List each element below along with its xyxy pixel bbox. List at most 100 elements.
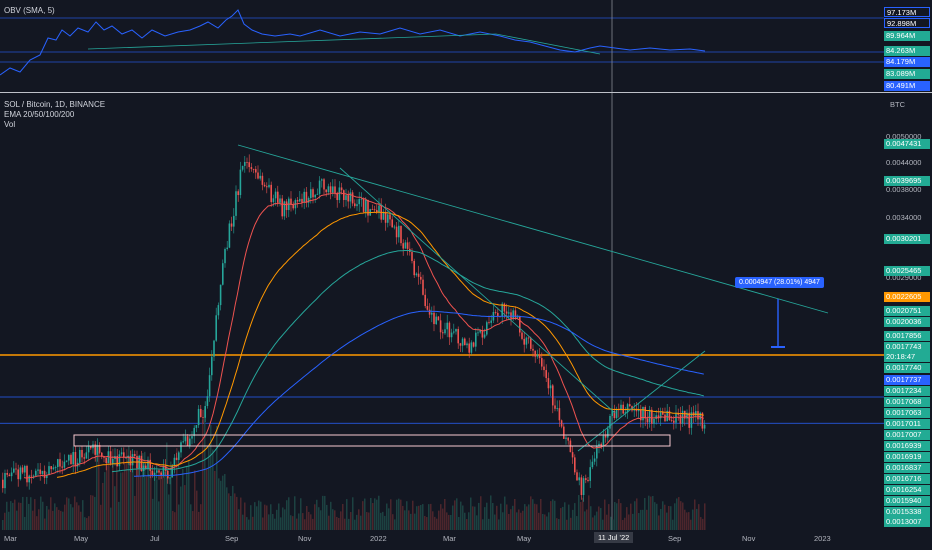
candle-body (607, 428, 609, 438)
candle-body (578, 477, 580, 481)
candle-body (426, 306, 429, 310)
volume-bar (54, 503, 56, 530)
obv-plot[interactable] (0, 0, 932, 92)
volume-bar (90, 495, 92, 530)
volume-bar (172, 510, 174, 530)
volume-bar (590, 506, 592, 530)
obv-price-tag: 84.263M (884, 46, 930, 56)
volume-bar (418, 505, 420, 530)
time-axis[interactable] (0, 530, 932, 550)
candle-body (193, 427, 195, 437)
volume-bar (318, 507, 320, 530)
volume-bar (486, 502, 488, 530)
price-tag: 0.0017007 (884, 430, 930, 440)
candle-body (151, 470, 154, 476)
volume-bar (664, 504, 666, 530)
candle-body (338, 187, 341, 201)
candle-body (195, 425, 198, 428)
candle-body (510, 312, 512, 319)
volume-bar (370, 497, 372, 530)
candle-body (593, 458, 596, 462)
volume-bar (80, 511, 82, 530)
candle-body (422, 279, 424, 295)
candle-body (457, 329, 459, 344)
volume-bar (632, 513, 634, 530)
candle-body (633, 409, 635, 411)
candle-body (224, 249, 226, 264)
volume-bar (682, 502, 684, 530)
candle-body (519, 316, 521, 333)
candle-body (48, 466, 50, 476)
price-plot[interactable] (0, 93, 932, 530)
candle-body (536, 354, 539, 357)
candle-body (567, 437, 569, 441)
volume-bar (290, 515, 292, 530)
volume-bar (120, 472, 122, 530)
volume-bar (94, 496, 96, 530)
volume-bar (208, 444, 210, 530)
volume-bar (308, 511, 310, 530)
candle-body (549, 385, 552, 389)
candle-body (565, 437, 567, 439)
volume-bar (316, 499, 318, 530)
candle-body (398, 225, 400, 238)
volume-bar (92, 495, 94, 530)
candle-body (446, 322, 448, 330)
candle-body (459, 343, 462, 346)
volume-bar (264, 504, 266, 530)
volume-bar (222, 475, 224, 530)
candle-body (158, 470, 160, 473)
volume-bar (96, 444, 98, 530)
volume-bar (258, 500, 260, 530)
candle-body (329, 186, 332, 193)
volume-bar (670, 506, 672, 530)
volume-bar (272, 514, 274, 530)
volume-bar (292, 516, 294, 530)
candle-body (98, 444, 101, 453)
candle-body (4, 473, 6, 489)
volume-bar (640, 509, 642, 530)
volume-bar (138, 460, 140, 530)
volume-bar (530, 496, 532, 530)
volume-bar (64, 504, 66, 530)
price-tag: 0.0016716 (884, 474, 930, 484)
volume-bar (534, 503, 536, 530)
volume-bar (166, 442, 168, 530)
descending-trendline-upper (237, 144, 829, 314)
candle-body (68, 454, 70, 461)
pane-divider[interactable] (0, 92, 932, 93)
volume-bar (70, 504, 72, 530)
ascending-trendline (577, 350, 706, 452)
candle-body (494, 312, 497, 313)
candle-body (134, 454, 136, 456)
volume-bar (174, 512, 176, 530)
volume-bar (544, 514, 546, 530)
candle-body (112, 458, 114, 464)
obv-pane[interactable]: OBV (SMA, 5) 97.173M 92.898M 89.964M 84.263… (0, 0, 932, 92)
obv-price-tag: 92.898M (884, 18, 930, 28)
volume-bar (678, 497, 680, 530)
candle-body (666, 410, 668, 422)
price-tag: 0.0017737 (884, 375, 930, 385)
volume-bar (616, 503, 618, 530)
volume-bar (560, 508, 562, 530)
price-pane[interactable]: SOL / Bitcoin, 1D, BINANCE EMA 20/50/100… (0, 93, 932, 530)
volume-legend: Vol (4, 120, 16, 129)
candle-body (301, 198, 303, 203)
candle-body (277, 191, 279, 203)
candle-body (442, 332, 444, 334)
candle-body (202, 417, 204, 419)
candle-body (600, 443, 602, 447)
candle-body (354, 203, 356, 207)
price-axis-tick: 0.0050000 (886, 132, 922, 141)
candle-body (556, 408, 558, 409)
candle-body (123, 452, 125, 458)
candle-body (255, 169, 257, 173)
price-tag: 0.0015338 (884, 507, 930, 517)
volume-bar (542, 514, 544, 530)
volume-bar (398, 498, 400, 530)
volume-bar (650, 496, 652, 530)
volume-bar (178, 504, 180, 530)
volume-bar (524, 504, 526, 530)
volume-bar (550, 501, 552, 530)
